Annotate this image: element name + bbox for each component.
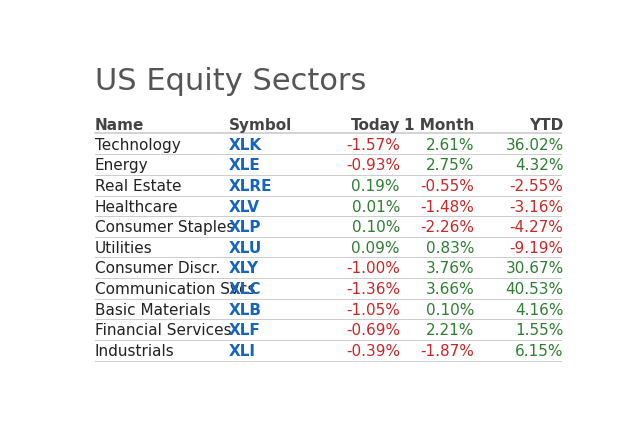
Text: -4.27%: -4.27%: [509, 220, 564, 235]
Text: 36.02%: 36.02%: [506, 138, 564, 153]
Text: 2.21%: 2.21%: [426, 323, 474, 338]
Text: -2.26%: -2.26%: [420, 220, 474, 235]
Text: 0.19%: 0.19%: [351, 179, 400, 194]
Text: Real Estate: Real Estate: [95, 179, 181, 194]
Text: 30.67%: 30.67%: [506, 261, 564, 276]
Text: -0.55%: -0.55%: [420, 179, 474, 194]
Text: -1.48%: -1.48%: [420, 200, 474, 215]
Text: XLU: XLU: [229, 241, 262, 256]
Text: -2.55%: -2.55%: [509, 179, 564, 194]
Text: -9.19%: -9.19%: [509, 241, 564, 256]
Text: Technology: Technology: [95, 138, 180, 153]
Text: 4.32%: 4.32%: [515, 159, 564, 173]
Text: Energy: Energy: [95, 159, 148, 173]
Text: Financial Services: Financial Services: [95, 323, 232, 338]
Text: Industrials: Industrials: [95, 344, 175, 359]
Text: -1.00%: -1.00%: [346, 261, 400, 276]
Text: XLRE: XLRE: [229, 179, 272, 194]
Text: Consumer Staples: Consumer Staples: [95, 220, 234, 235]
Text: Name: Name: [95, 118, 144, 133]
Text: -1.87%: -1.87%: [420, 344, 474, 359]
Text: Today: Today: [351, 118, 400, 133]
Text: 6.15%: 6.15%: [515, 344, 564, 359]
Text: -1.36%: -1.36%: [346, 282, 400, 297]
Text: XLV: XLV: [229, 200, 260, 215]
Text: XLI: XLI: [229, 344, 256, 359]
Text: 0.10%: 0.10%: [351, 220, 400, 235]
Text: XLB: XLB: [229, 303, 262, 317]
Text: Utilities: Utilities: [95, 241, 152, 256]
Text: -0.93%: -0.93%: [346, 159, 400, 173]
Text: XLF: XLF: [229, 323, 260, 338]
Text: 0.83%: 0.83%: [426, 241, 474, 256]
Text: 2.61%: 2.61%: [426, 138, 474, 153]
Text: XLC: XLC: [229, 282, 261, 297]
Text: Communication Svcs: Communication Svcs: [95, 282, 255, 297]
Text: 3.66%: 3.66%: [426, 282, 474, 297]
Text: Symbol: Symbol: [229, 118, 292, 133]
Text: 2.75%: 2.75%: [426, 159, 474, 173]
Text: 4.16%: 4.16%: [515, 303, 564, 317]
Text: 0.09%: 0.09%: [351, 241, 400, 256]
Text: 0.10%: 0.10%: [426, 303, 474, 317]
Text: -1.05%: -1.05%: [346, 303, 400, 317]
Text: 1 Month: 1 Month: [404, 118, 474, 133]
Text: Healthcare: Healthcare: [95, 200, 179, 215]
Text: Basic Materials: Basic Materials: [95, 303, 211, 317]
Text: Consumer Discr.: Consumer Discr.: [95, 261, 220, 276]
Text: XLP: XLP: [229, 220, 261, 235]
Text: 40.53%: 40.53%: [506, 282, 564, 297]
Text: -1.57%: -1.57%: [346, 138, 400, 153]
Text: 1.55%: 1.55%: [515, 323, 564, 338]
Text: XLY: XLY: [229, 261, 259, 276]
Text: -3.16%: -3.16%: [509, 200, 564, 215]
Text: -0.39%: -0.39%: [346, 344, 400, 359]
Text: YTD: YTD: [529, 118, 564, 133]
Text: -0.69%: -0.69%: [346, 323, 400, 338]
Text: XLK: XLK: [229, 138, 262, 153]
Text: US Equity Sectors: US Equity Sectors: [95, 68, 366, 96]
Text: XLE: XLE: [229, 159, 260, 173]
Text: 0.01%: 0.01%: [351, 200, 400, 215]
Text: 3.76%: 3.76%: [426, 261, 474, 276]
